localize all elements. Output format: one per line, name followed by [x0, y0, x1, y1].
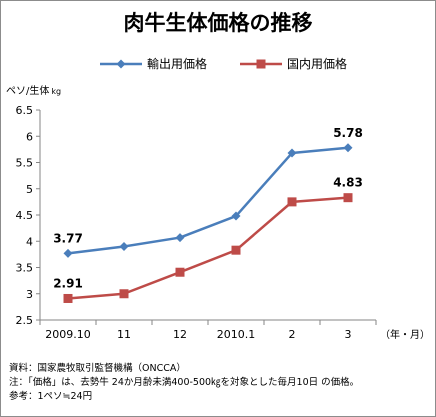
x-tick-label: 3: [345, 328, 352, 341]
data-label: 3.77: [53, 231, 83, 245]
y-axis-label: ペソ/生体 kg: [6, 84, 61, 97]
data-labels: 3.77 5.78 2.91 4.83: [53, 126, 363, 291]
x-axis-unit: （年・月）: [380, 328, 430, 341]
source-note: 資料：国家農牧取引監督機構（ONCCA）: [9, 363, 186, 374]
y-tick-label: 3: [26, 288, 33, 301]
data-label: 4.83: [333, 176, 363, 190]
series-line-0: [67, 146, 349, 255]
y-tick-label: 5.5: [16, 157, 34, 170]
legend: 輸出用価格 国内用価格: [100, 56, 347, 71]
y-tick-label: 2.5: [16, 314, 34, 327]
y-tick-label: 6.5: [16, 104, 34, 117]
data-point-1: [175, 267, 185, 277]
price-note: 注：「価格」は、去勢牛 24か月齢未満400-500㎏を対象とした毎月10日 の…: [9, 377, 360, 388]
data-point-0: [119, 242, 129, 251]
x-tick-label: 12: [173, 328, 187, 341]
data-point-0: [231, 211, 241, 221]
data-point-0: [287, 148, 297, 158]
data-point-1: [287, 197, 297, 207]
plot-area: [63, 143, 353, 303]
x-tick-label: 11: [117, 328, 131, 341]
x-tick-label: 2010.1: [217, 328, 256, 341]
legend-marker-domestic: [256, 59, 266, 69]
y-tick-label: 5: [26, 183, 33, 196]
data-point-1: [343, 193, 353, 203]
legend-label-export: 輸出用価格: [147, 56, 207, 71]
series-line-1: [67, 196, 349, 300]
data-point-1: [119, 289, 129, 299]
y-tick-label: 4: [26, 235, 33, 248]
data-point-1: [63, 293, 73, 303]
y-tick-label: 6: [26, 130, 33, 143]
data-label: 5.78: [333, 126, 363, 140]
y-ticks: 2.5 3 3.5 4 4.5 5 5.5 6 6.5: [16, 104, 40, 327]
x-tick-label: 2: [289, 328, 296, 341]
y-tick-label: 4.5: [16, 209, 34, 222]
x-tick-label: 2009.10: [45, 328, 91, 341]
data-point-1: [231, 245, 241, 255]
legend-label-domestic: 国内用価格: [287, 56, 347, 71]
x-ticks: 2009.10 11 12 2010.1 2 3: [39, 320, 377, 341]
data-label: 2.91: [53, 276, 83, 290]
y-tick-label: 3.5: [16, 262, 34, 275]
data-point-0: [175, 233, 185, 243]
chart-title: 肉牛生体価格の推移: [124, 11, 313, 35]
data-point-0: [63, 248, 73, 258]
legend-marker-export: [116, 59, 126, 69]
data-point-0: [343, 143, 353, 153]
exchange-note: 参考：1ペソ≒24円: [9, 391, 93, 402]
